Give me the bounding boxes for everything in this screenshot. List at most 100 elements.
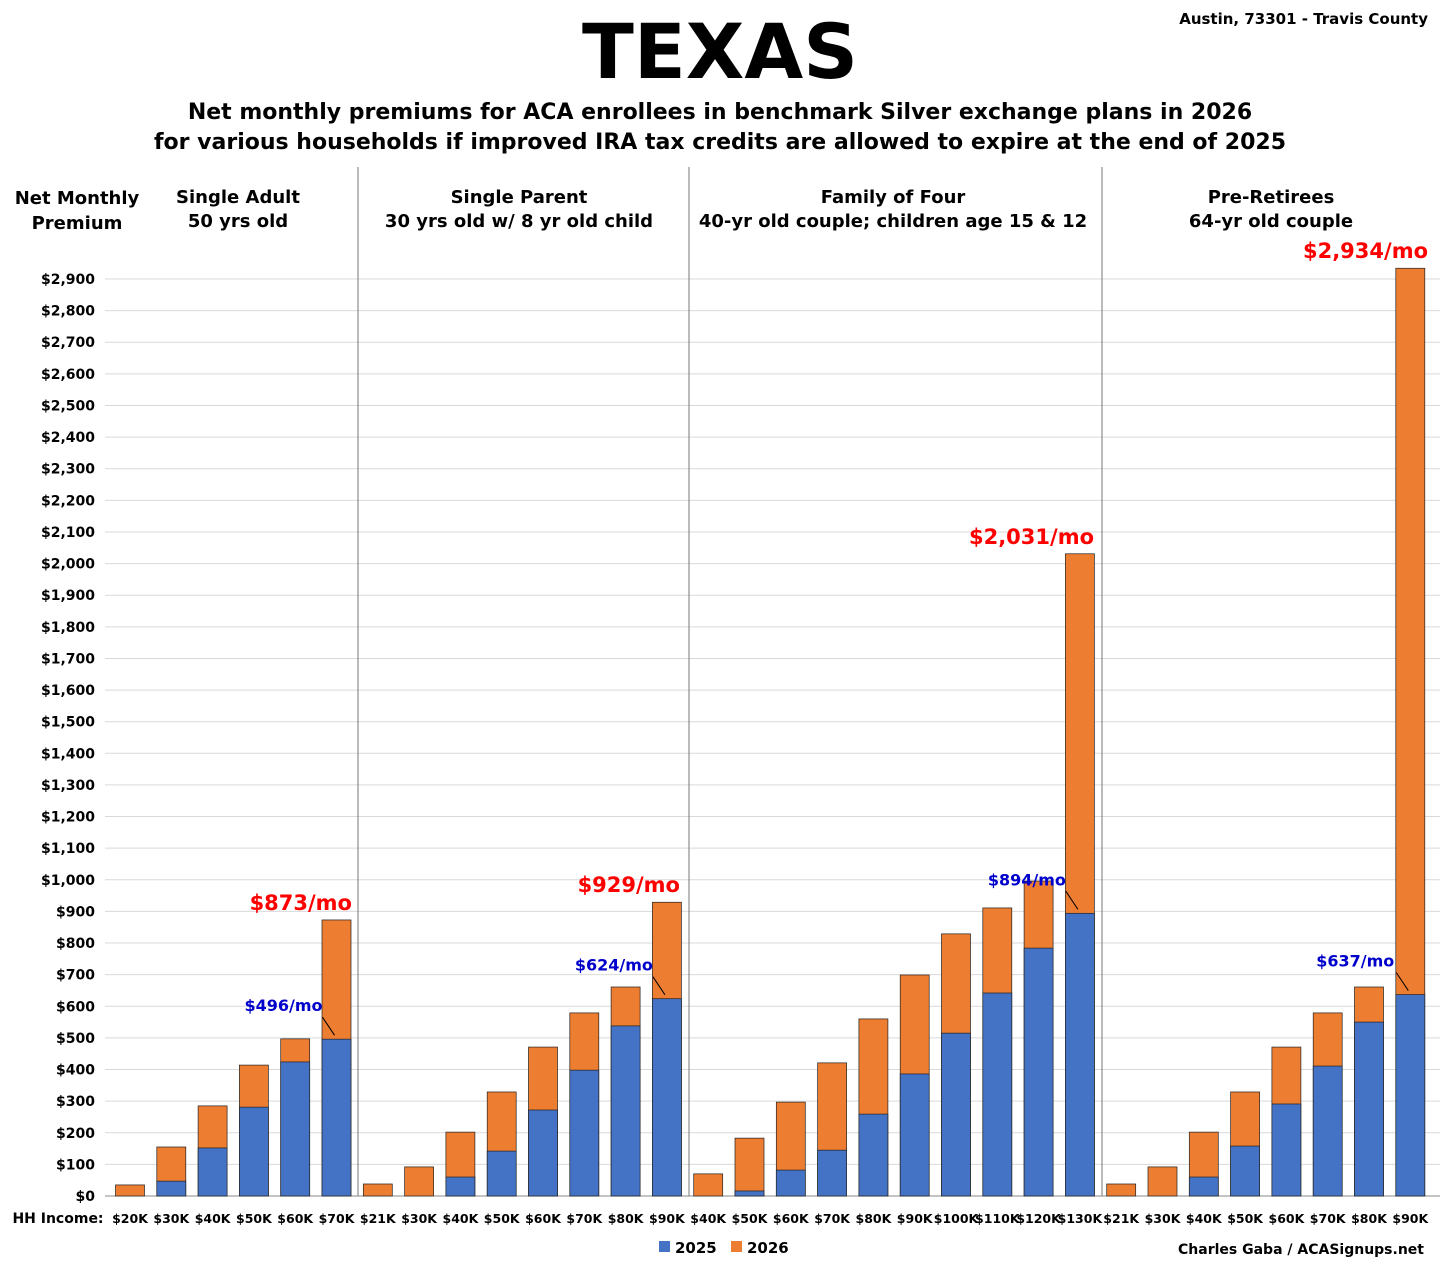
panel-title: Family of Four	[821, 187, 966, 208]
y-tick-label: $2,500	[41, 398, 95, 414]
y-tick-label: $800	[56, 936, 95, 952]
x-tick-label: $90K	[1392, 1211, 1429, 1226]
x-tick-label: $21K	[1103, 1211, 1140, 1226]
y-tick-label: $2,800	[41, 304, 95, 320]
x-tick-label: $60K	[525, 1211, 562, 1226]
label-2026-highlight: $2,031/mo	[969, 525, 1094, 549]
y-tick-label: $1,600	[41, 683, 95, 699]
label-2025-highlight: $496/mo	[244, 996, 322, 1015]
y-tick-label: $0	[76, 1189, 96, 1205]
y-tick-label: $2,300	[41, 462, 95, 478]
bar-2025	[610, 1025, 641, 1197]
leader-line	[1065, 891, 1079, 910]
panel-subtitle: 30 yrs old w/ 8 yr old child	[385, 211, 653, 232]
y-axis-label-1: Net Monthly	[15, 188, 140, 209]
y-tick-label: $1,200	[41, 810, 95, 826]
x-tick-label: $50K	[484, 1211, 521, 1226]
y-tick-label: $1,900	[41, 588, 95, 604]
x-tick-label: $40K	[195, 1211, 232, 1226]
bar-2025	[1023, 947, 1054, 1197]
bar-2025	[569, 1069, 600, 1197]
bar-2025	[1354, 1021, 1384, 1197]
bar-2026	[1106, 1183, 1137, 1197]
y-tick-label: $2,400	[41, 430, 95, 446]
label-2026-highlight: $2,934/mo	[1303, 239, 1428, 263]
y-tick-label: $1,700	[41, 651, 95, 667]
leader-line	[1395, 972, 1409, 991]
y-tick-label: $1,800	[41, 620, 95, 636]
x-tick-label: $30K	[1145, 1211, 1182, 1226]
y-tick-label: $300	[56, 1094, 95, 1110]
y-tick-label: $700	[56, 968, 95, 984]
bar-2025	[652, 998, 682, 1197]
y-axis-label-2: Premium	[32, 213, 123, 234]
chart-subtitle-2: for various households if improved IRA t…	[154, 130, 1286, 155]
leader-line	[652, 976, 666, 995]
bar-2025	[941, 1032, 971, 1197]
bar-2026	[734, 1137, 765, 1197]
y-tick-label: $1,300	[41, 778, 95, 794]
y-tick-label: $1,100	[41, 841, 95, 857]
bar-2025	[280, 1061, 311, 1197]
bar-2025	[239, 1106, 269, 1197]
y-tick-label: $2,600	[41, 367, 95, 383]
bar-2026	[693, 1173, 724, 1197]
y-tick-label: $400	[56, 1063, 95, 1079]
panel-title: Single Parent	[451, 187, 588, 208]
panel-title: Single Adult	[176, 187, 300, 208]
x-tick-label: $90K	[897, 1211, 934, 1226]
x-tick-label: $110K	[975, 1211, 1021, 1226]
x-tick-label: $80K	[856, 1211, 893, 1226]
y-tick-label: $2,200	[41, 493, 95, 509]
panel-title: Pre-Retirees	[1208, 187, 1335, 208]
y-tick-label: $2,100	[41, 525, 95, 541]
x-tick-label: $80K	[608, 1211, 645, 1226]
bar-2025	[1271, 1103, 1302, 1197]
legend-swatch-2026	[731, 1241, 742, 1252]
y-tick-label: $2,000	[41, 557, 95, 573]
bar-2025	[775, 1169, 806, 1197]
label-2025-highlight: $894/mo	[988, 870, 1066, 889]
x-tick-label: $50K	[236, 1211, 273, 1226]
bar-2026	[1147, 1166, 1178, 1197]
location-label: Austin, 73301 - Travis County	[1179, 10, 1428, 28]
x-tick-label: $70K	[1310, 1211, 1347, 1226]
leader-line	[322, 1016, 335, 1036]
x-tick-label: $40K	[443, 1211, 480, 1226]
x-tick-label: $60K	[277, 1211, 314, 1226]
bar-2025	[321, 1038, 352, 1197]
label-2026-highlight: $873/mo	[250, 891, 352, 915]
x-axis-label: HH Income:	[12, 1211, 103, 1227]
y-tick-label: $1,400	[41, 746, 95, 762]
x-tick-label: $90K	[649, 1211, 686, 1226]
panel-subtitle: 40-yr old couple; children age 15 & 12	[699, 211, 1087, 232]
y-tick-label: $2,900	[41, 272, 95, 288]
bar-2025	[817, 1149, 847, 1197]
panel-subtitle: 50 yrs old	[188, 211, 288, 232]
bar-2025	[899, 1073, 930, 1197]
bar-2025	[1188, 1176, 1219, 1197]
y-tick-label: $1,000	[41, 873, 95, 889]
x-tick-label: $60K	[1269, 1211, 1306, 1226]
x-tick-label: $20K	[112, 1211, 149, 1226]
y-tick-label: $100	[56, 1157, 95, 1173]
legend-label-2025: 2025	[675, 1239, 717, 1257]
bar-2025	[1065, 912, 1095, 1197]
bar-2026	[404, 1166, 434, 1197]
bar-2025	[982, 992, 1013, 1197]
legend-swatch-2025	[659, 1241, 670, 1252]
bar-2025	[197, 1147, 228, 1197]
bar-2025	[1230, 1145, 1260, 1197]
bar-2025	[486, 1150, 517, 1197]
label-2025-highlight: $637/mo	[1316, 952, 1394, 971]
y-tick-label: $200	[56, 1126, 95, 1142]
bar-2026	[362, 1183, 393, 1197]
label-2026-highlight: $929/mo	[578, 873, 680, 897]
x-tick-label: $100K	[934, 1211, 980, 1226]
bar-2025	[528, 1109, 558, 1197]
bar-2025	[734, 1190, 765, 1197]
chart-subtitle-1: Net monthly premiums for ACA enrollees i…	[188, 100, 1252, 125]
x-tick-label: $80K	[1351, 1211, 1388, 1226]
x-tick-label: $60K	[773, 1211, 810, 1226]
